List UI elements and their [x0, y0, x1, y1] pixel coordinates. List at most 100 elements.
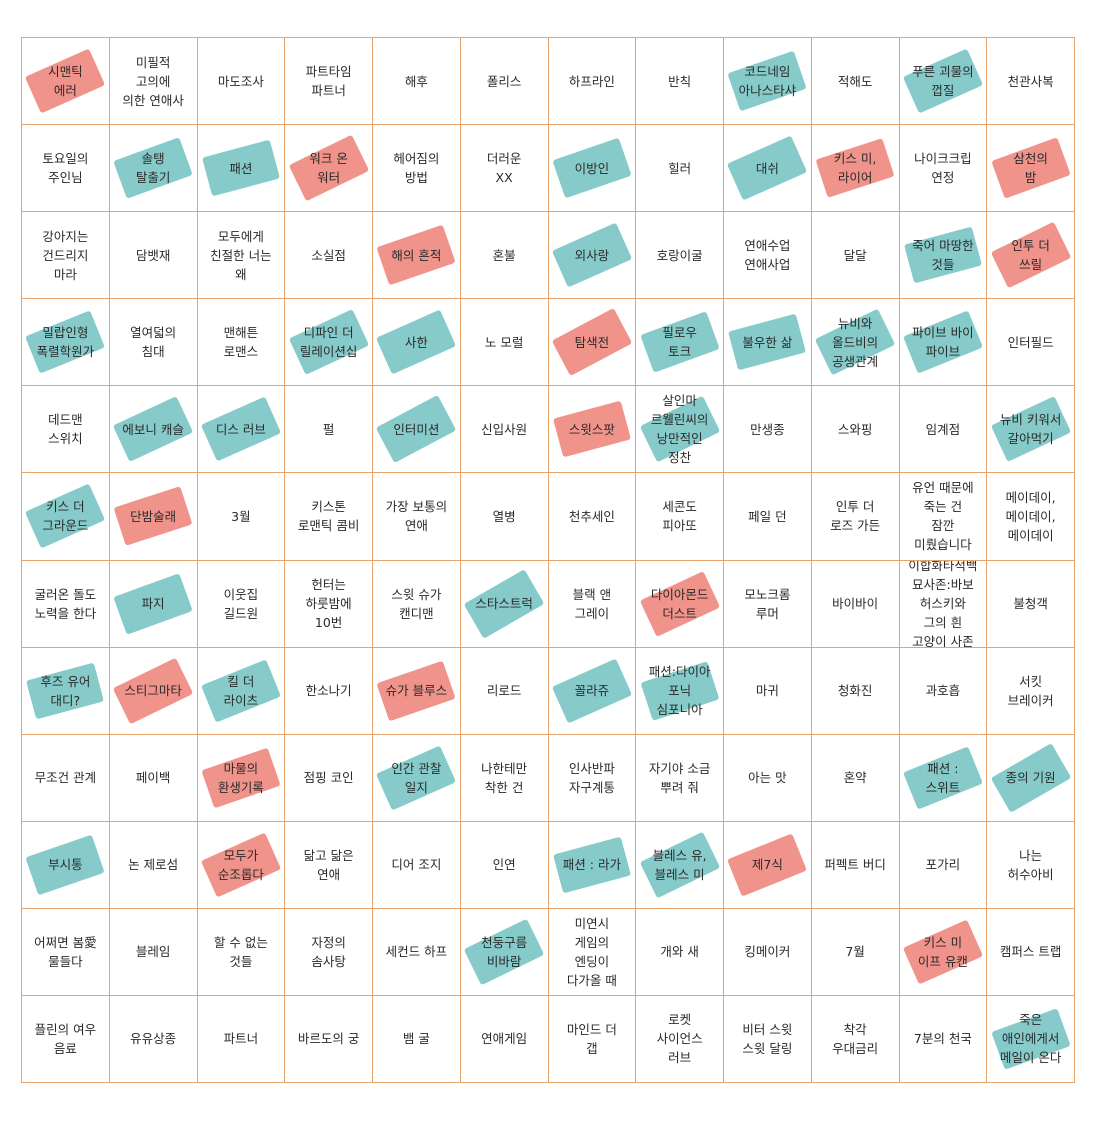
bingo-cell: 블랙 앤 그레이 — [548, 560, 637, 648]
bingo-cell: 파트너 — [197, 995, 286, 1083]
cell-title: 페이백 — [135, 770, 171, 786]
cell-title: 신입사원 — [481, 421, 528, 437]
cell-title: 바이바이 — [832, 596, 879, 612]
bingo-cell: 밀랍인형 폭렬학원가 — [22, 299, 110, 387]
bingo-cell: 제7식 — [724, 821, 812, 909]
cell-title: 이합화타적백 묘사존:바보 허스키와 그의 흰 고양이 사존 — [908, 560, 978, 648]
cell-title: 세컨드 하프 — [385, 944, 448, 960]
bingo-cell: 키스 미, 라이어 — [811, 125, 900, 213]
cell-title: 필로우 토크 — [662, 325, 697, 360]
bingo-cell: 폴리스 — [460, 38, 549, 126]
cell-title: 열병 — [492, 508, 516, 524]
cell-title: 인사반파 자구계통 — [568, 760, 615, 795]
cell-title: 패션 : 스위트 — [925, 760, 961, 795]
bingo-cell: 스타스트럭 — [460, 560, 549, 648]
bingo-cell: 부시통 — [22, 821, 110, 909]
cell-title: 파트타임 파트너 — [305, 64, 352, 99]
bingo-cell: 비터 스윗 스윗 달링 — [724, 995, 812, 1083]
bingo-cell: 패션 : 스위트 — [899, 734, 988, 822]
bingo-cell: 에보니 캐슬 — [109, 386, 198, 474]
bingo-cell: 파이브 바이 파이브 — [899, 299, 988, 387]
cell-title: 이웃집 길드원 — [223, 586, 259, 621]
bingo-cell: 종의 기원 — [987, 734, 1075, 822]
cell-title: 유유상종 — [130, 1031, 177, 1047]
bingo-cell: 키스톤 로맨틱 콤비 — [285, 473, 373, 561]
cell-title: 파이브 바이 파이브 — [912, 325, 974, 360]
cell-title: 시맨틱 에러 — [48, 64, 83, 99]
bingo-cell: 착각 우대금리 — [811, 995, 900, 1083]
bingo-cell: 더러운 XX — [460, 125, 549, 213]
bingo-cell: 리로드 — [460, 647, 549, 735]
cell-title: 패션 : 라가 — [562, 857, 621, 873]
cell-title: 연애수업 연애사업 — [744, 238, 791, 273]
cell-title: 사한 — [404, 334, 428, 350]
bingo-cell: 뱀 굴 — [373, 995, 461, 1083]
cell-title: 소실점 — [311, 247, 346, 263]
bingo-cell: 인연 — [460, 821, 549, 909]
cell-title: 패션 — [229, 160, 253, 176]
bingo-cell: 나이크크립 연정 — [899, 125, 988, 213]
bingo-cell: 마물의 환생기록 — [197, 734, 286, 822]
cell-title: 워크 온 워터 — [309, 151, 348, 186]
cell-title: 킬 더 라이츠 — [223, 673, 259, 708]
cell-title: 자정의 솜사탕 — [311, 934, 346, 969]
bingo-cell: 스윗스팟 — [548, 386, 637, 474]
cell-title: 살인마 르웰린씨의 낭만적인 정찬 — [650, 393, 709, 466]
bingo-cell: 인사반파 자구계통 — [548, 734, 637, 822]
bingo-cell: 꼴라쥬 — [548, 647, 637, 735]
bingo-cell: 불청객 — [987, 560, 1075, 648]
cell-title: 인터필드 — [1007, 334, 1054, 350]
bingo-cell: 마인드 더 갭 — [548, 995, 637, 1083]
bingo-cell: 점핑 코인 — [285, 734, 373, 822]
cell-title: 인연 — [492, 857, 516, 873]
bingo-cell: 헌터는 하룻밤에 10번 — [285, 560, 373, 648]
cell-title: 혼불 — [492, 247, 516, 263]
cell-title: 펄 — [322, 421, 335, 437]
bingo-cell: 아는 맛 — [724, 734, 812, 822]
cell-title: 폴리스 — [486, 73, 522, 89]
cell-title: 종의 기원 — [1005, 770, 1056, 786]
cell-title: 삼천의 밤 — [1013, 151, 1048, 186]
cell-title: 불우한 삶 — [742, 334, 793, 350]
bingo-cell: 연애게임 — [460, 995, 549, 1083]
bingo-cell: 해의 흔적 — [373, 212, 461, 300]
cell-title: 뱀 굴 — [402, 1031, 430, 1047]
bingo-cell: 메이데이, 메이데이, 메이데이 — [987, 473, 1075, 561]
cell-title: 맨해튼 로맨스 — [223, 325, 259, 360]
cell-title: 페일 던 — [748, 508, 787, 524]
cell-title: 모두가 순조롭다 — [217, 847, 264, 882]
cell-title: 키스톤 로맨틱 콤비 — [297, 499, 360, 534]
cell-title: 인투 더 로즈 가든 — [830, 499, 881, 534]
bingo-cell: 천관사복 — [987, 38, 1075, 126]
bingo-cell: 인투 더 쓰릴 — [987, 212, 1075, 300]
bingo-cell: 임계점 — [899, 386, 988, 474]
cell-title: 다이아몬드 더스트 — [650, 586, 709, 621]
bingo-cell: 세컨드 하프 — [373, 908, 461, 996]
cell-title: 디어 조지 — [391, 857, 442, 873]
cell-title: 메이데이, 메이데이, 메이데이 — [1005, 489, 1056, 543]
bingo-cell: 미연시 게임의 엔딩이 다가올 때 — [548, 908, 637, 996]
cell-title: 스타스트럭 — [475, 596, 533, 612]
cell-title: 가장 보통의 연애 — [385, 499, 448, 534]
bingo-cell: 워크 온 워터 — [285, 125, 373, 213]
bingo-cell: 사한 — [373, 299, 461, 387]
cell-title: 천추세인 — [568, 508, 615, 524]
cell-title: 토요일의 주인님 — [42, 151, 89, 186]
bingo-cell: 강아지는 건드리지 마라 — [22, 212, 110, 300]
bingo-cell: 가장 보통의 연애 — [373, 473, 461, 561]
cell-title: 모두에게 친절한 너는 왜 — [210, 228, 272, 282]
cell-title: 디파인 더 릴레이션십 — [299, 325, 358, 360]
bingo-cell: 신입사원 — [460, 386, 549, 474]
bingo-cell: 혼불 — [460, 212, 549, 300]
bingo-cell: 킬 더 라이츠 — [197, 647, 286, 735]
bingo-cell: 혼약 — [811, 734, 900, 822]
cell-title: 강아지는 건드리지 마라 — [42, 228, 89, 282]
cell-title: 포가리 — [925, 857, 961, 873]
cell-title: 블랙 앤 그레이 — [572, 586, 612, 621]
bingo-cell: 죽은 애인에게서 메일이 온다 — [987, 995, 1075, 1083]
bingo-cell: 스와핑 — [811, 386, 900, 474]
cell-title: 하프라인 — [568, 73, 615, 89]
cell-title: 노 모럴 — [484, 334, 524, 350]
bingo-cell: 뉴비와 올드비의 공생관계 — [811, 299, 900, 387]
cell-title: 자기야 소금 뿌려 줘 — [648, 760, 711, 795]
